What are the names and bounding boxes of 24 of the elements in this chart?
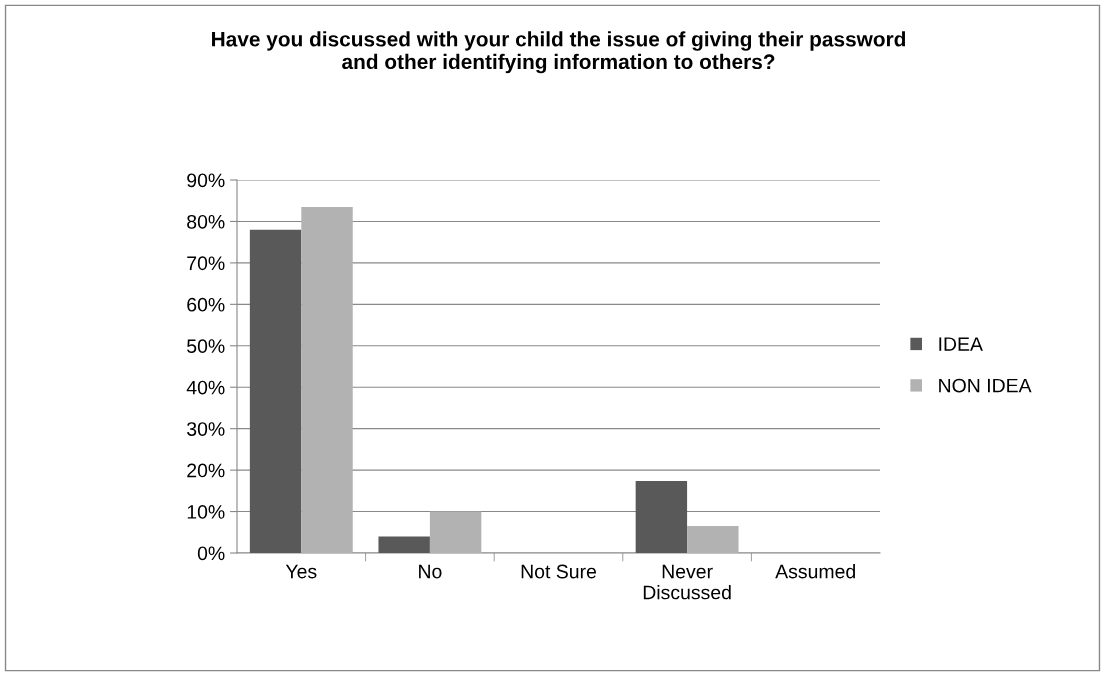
y-tick-label: 90%	[187, 173, 225, 188]
bar	[635, 480, 688, 553]
bar	[429, 511, 482, 553]
bar	[249, 229, 302, 553]
x-tick-label: Never Discussed	[643, 564, 731, 600]
chart-title: Have you discussed with your child the issue of giving their password and other identifying information to others?	[212, 31, 906, 74]
x-tick-label: Not Sure	[521, 564, 596, 579]
x-tick-label: Yes	[285, 564, 317, 579]
y-tick-label: 0%	[197, 546, 225, 561]
y-tick-label: 80%	[187, 214, 225, 229]
legend-label: IDEA	[939, 337, 983, 351]
y-tick-label: 10%	[187, 505, 225, 519]
bar	[378, 536, 430, 553]
legend-label: NON IDEA	[939, 378, 1032, 393]
y-tick-label: 50%	[187, 339, 225, 354]
y-tick-label: 40%	[186, 380, 225, 395]
y-tick-label: 30%	[187, 422, 225, 436]
y-tick-label: 60%	[187, 297, 225, 312]
x-tick-label: No	[419, 564, 442, 579]
y-tick-label: 20%	[187, 463, 225, 478]
y-tick-label: 70%	[187, 256, 225, 271]
bar	[687, 526, 739, 553]
bar	[301, 206, 353, 553]
x-tick-label: Assumed	[775, 564, 855, 579]
